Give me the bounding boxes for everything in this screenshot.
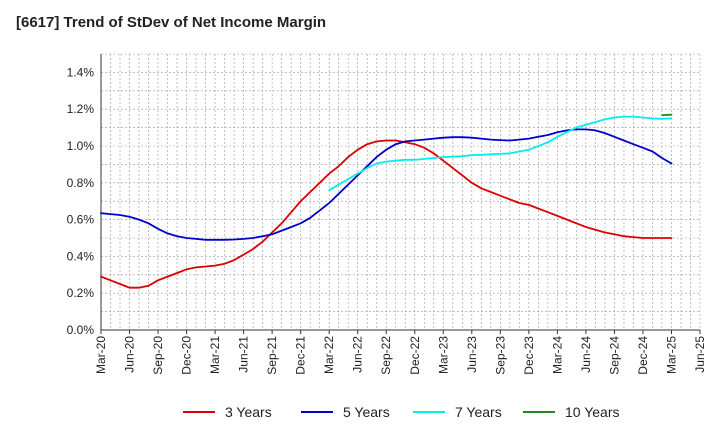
grid-layer bbox=[100, 53, 701, 331]
y-tick-label: 1.0% bbox=[67, 139, 95, 153]
x-tick-label: Mar-21 bbox=[208, 336, 222, 374]
x-tick-label: Sep-22 bbox=[379, 336, 393, 375]
y-tick-label: 1.2% bbox=[67, 102, 95, 116]
x-tick-label: Jun-24 bbox=[579, 336, 593, 373]
legend-label: 7 Years bbox=[455, 404, 502, 420]
legend-label: 5 Years bbox=[343, 404, 390, 420]
legend-swatch bbox=[523, 411, 555, 413]
y-tick-label: 0.8% bbox=[67, 176, 95, 190]
x-tick-label: Jun-25 bbox=[693, 336, 707, 373]
axis-layer: 0.0% 0.2% 0.4% 0.6% 0.8% 1.0% 1.2% 1.4% Mar-20 Ju… bbox=[67, 54, 707, 375]
x-tick-label: Mar-20 bbox=[94, 336, 108, 374]
x-tick-label: Mar-24 bbox=[550, 336, 564, 374]
x-tick-label: Sep-23 bbox=[493, 336, 507, 375]
legend-item-7-years: 7 Years bbox=[413, 404, 502, 420]
x-tick-label: Jun-22 bbox=[351, 336, 365, 373]
y-tick-label: 0.6% bbox=[67, 213, 95, 227]
y-tick-label: 0.0% bbox=[67, 323, 95, 337]
plot-area bbox=[101, 54, 700, 330]
x-tick-label: Jun-20 bbox=[123, 336, 137, 373]
legend-item-5-years: 5 Years bbox=[301, 404, 390, 420]
legend-swatch bbox=[183, 411, 215, 413]
y-tick-label: 0.2% bbox=[67, 286, 95, 300]
x-tick-label: Jun-21 bbox=[237, 336, 251, 373]
x-tick-label: Mar-25 bbox=[664, 336, 678, 374]
y-tick-label: 1.4% bbox=[67, 65, 95, 79]
legend-swatch bbox=[301, 411, 333, 413]
legend-swatch bbox=[413, 411, 445, 413]
x-tick-label: Dec-20 bbox=[180, 336, 194, 375]
x-tick-label: Sep-20 bbox=[151, 336, 165, 375]
series-line-3-years bbox=[100, 139, 673, 289]
series-line-7-years bbox=[328, 115, 673, 192]
legend-label: 3 Years bbox=[225, 404, 272, 420]
series-line-5-years bbox=[100, 128, 673, 241]
x-tick-label: Dec-23 bbox=[522, 336, 536, 375]
y-tick-label: 0.4% bbox=[67, 249, 95, 263]
x-tick-label: Jun-23 bbox=[465, 336, 479, 373]
series-layer bbox=[100, 113, 673, 289]
x-tick-label: Dec-24 bbox=[636, 336, 650, 375]
legend: 3 Years 5 Years 7 Years 10 Years bbox=[0, 404, 720, 426]
chart-title: [6617] Trend of StDev of Net Income Marg… bbox=[16, 14, 327, 31]
x-tick-label: Mar-23 bbox=[436, 336, 450, 374]
x-tick-label: Mar-22 bbox=[322, 336, 336, 374]
legend-item-10-years: 10 Years bbox=[523, 404, 620, 420]
legend-item-3-years: 3 Years bbox=[183, 404, 272, 420]
x-tick-label: Dec-21 bbox=[294, 336, 308, 375]
x-tick-label: Dec-22 bbox=[408, 336, 422, 375]
x-tick-label: Sep-24 bbox=[607, 336, 621, 375]
legend-label: 10 Years bbox=[565, 404, 620, 420]
x-tick-label: Sep-21 bbox=[265, 336, 279, 375]
